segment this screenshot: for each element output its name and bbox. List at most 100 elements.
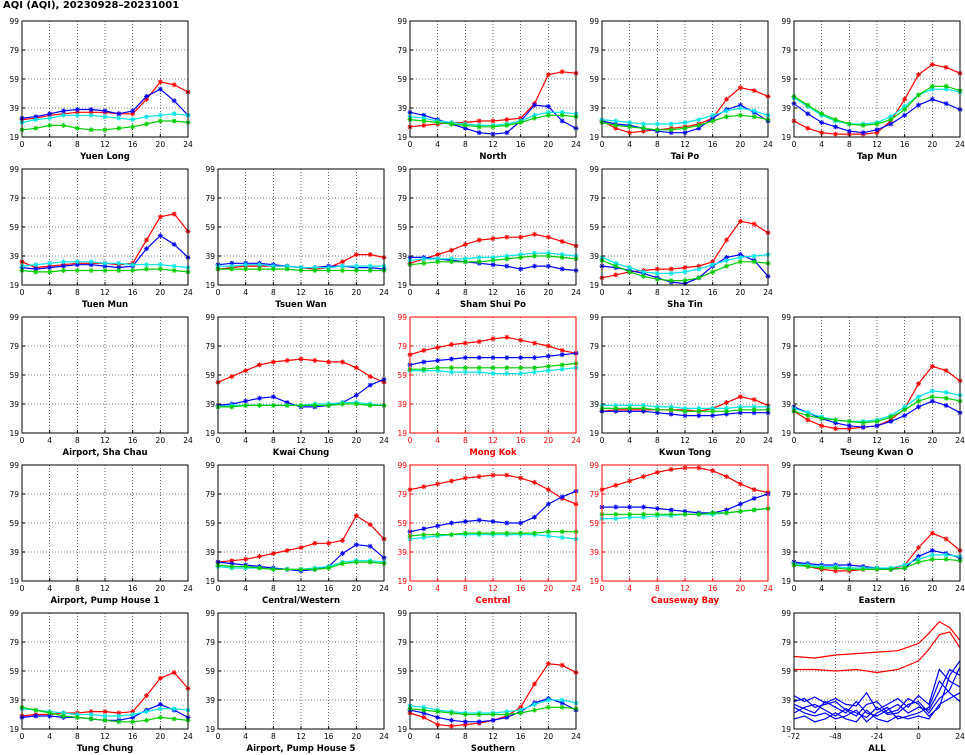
data-point [724, 408, 729, 414]
x-tick-label: 12 [872, 140, 882, 149]
data-point [449, 532, 454, 538]
x-tick-label: 24 [763, 584, 773, 593]
x-tick-label: 0 [600, 288, 605, 297]
data-point [654, 121, 660, 127]
x-tick-label: 12 [488, 732, 498, 741]
data-point [340, 550, 345, 556]
data-point [504, 365, 510, 371]
station-label: Sham Shui Po [460, 300, 526, 310]
data-point [421, 260, 427, 266]
y-tick-label: 99 [781, 17, 791, 26]
y-tick-label: 79 [589, 490, 599, 499]
y-tick-label: 79 [205, 342, 215, 351]
y-tick-label: 99 [9, 461, 19, 470]
data-point [61, 268, 66, 273]
data-point [833, 124, 838, 130]
data-point [737, 85, 743, 91]
data-point [668, 266, 674, 272]
data-point [710, 269, 716, 275]
data-point [367, 252, 373, 258]
x-tick-label: 24 [763, 288, 773, 297]
station-label: Kwai Chung [273, 448, 330, 458]
x-tick-label: 8 [655, 584, 660, 593]
data-point [476, 369, 482, 375]
data-point [916, 72, 921, 78]
data-point [47, 269, 53, 275]
data-point [326, 265, 332, 271]
data-point [916, 92, 921, 98]
x-tick-label: 0 [792, 584, 797, 593]
y-tick-label: 59 [781, 371, 791, 380]
data-point [724, 507, 729, 513]
series-line-red [793, 620, 961, 659]
y-tick-label: 99 [781, 609, 791, 618]
x-tick-label: 24 [571, 140, 581, 149]
data-point [724, 411, 729, 417]
data-point [476, 712, 482, 717]
data-point [668, 404, 674, 410]
data-point [74, 262, 80, 268]
x-tick-label: 24 [763, 140, 773, 149]
data-point [751, 253, 757, 259]
data-point [654, 404, 660, 410]
data-point [353, 542, 359, 548]
data-point [737, 252, 743, 258]
data-point [613, 405, 619, 411]
data-point [435, 722, 441, 728]
data-point [116, 115, 122, 121]
data-point [724, 96, 729, 102]
data-point [613, 125, 619, 131]
data-point [257, 262, 262, 268]
x-tick-label: 4 [47, 584, 52, 593]
data-point [284, 263, 290, 269]
data-point [710, 510, 716, 516]
data-point [449, 259, 454, 265]
data-point [130, 719, 136, 725]
data-point [88, 262, 94, 268]
data-point [710, 468, 716, 474]
data-point [157, 112, 163, 118]
data-point [298, 566, 304, 572]
data-point [33, 713, 39, 719]
data-point [532, 707, 537, 713]
data-point [270, 550, 276, 556]
y-tick-label: 39 [589, 400, 599, 409]
station-label: Central [476, 596, 511, 606]
data-point [284, 358, 290, 363]
station-label: Kwun Tong [659, 448, 711, 458]
data-point [257, 553, 262, 559]
data-point [943, 395, 949, 401]
data-point [545, 104, 551, 110]
data-point [559, 112, 565, 118]
data-point [298, 265, 304, 271]
x-tick-label: 16 [128, 584, 138, 593]
y-tick-label: 99 [397, 17, 407, 26]
data-point [613, 260, 619, 266]
data-point [340, 561, 345, 567]
data-point [724, 405, 729, 411]
y-tick-label: 79 [397, 638, 407, 647]
series-line-blue [793, 679, 961, 723]
data-point [710, 118, 716, 124]
y-tick-label: 79 [781, 342, 791, 351]
data-point [737, 508, 743, 514]
data-point [545, 112, 551, 118]
data-point [435, 532, 441, 538]
data-point [421, 710, 427, 716]
data-point [846, 566, 852, 572]
x-tick-label: 16 [324, 732, 334, 741]
y-tick-label: 99 [589, 461, 599, 470]
x-tick-label: 20 [736, 140, 746, 149]
x-tick-label: 4 [435, 436, 440, 445]
data-point [902, 562, 908, 568]
data-point [33, 262, 39, 268]
data-point [157, 701, 163, 707]
x-tick-label: 20 [156, 140, 166, 149]
y-tick-label: 59 [781, 667, 791, 676]
data-point [559, 535, 565, 540]
data-point [462, 530, 468, 536]
data-point [559, 362, 565, 368]
data-point [654, 276, 660, 282]
series-line-red [794, 631, 961, 674]
x-tick-label: 12 [488, 436, 498, 445]
